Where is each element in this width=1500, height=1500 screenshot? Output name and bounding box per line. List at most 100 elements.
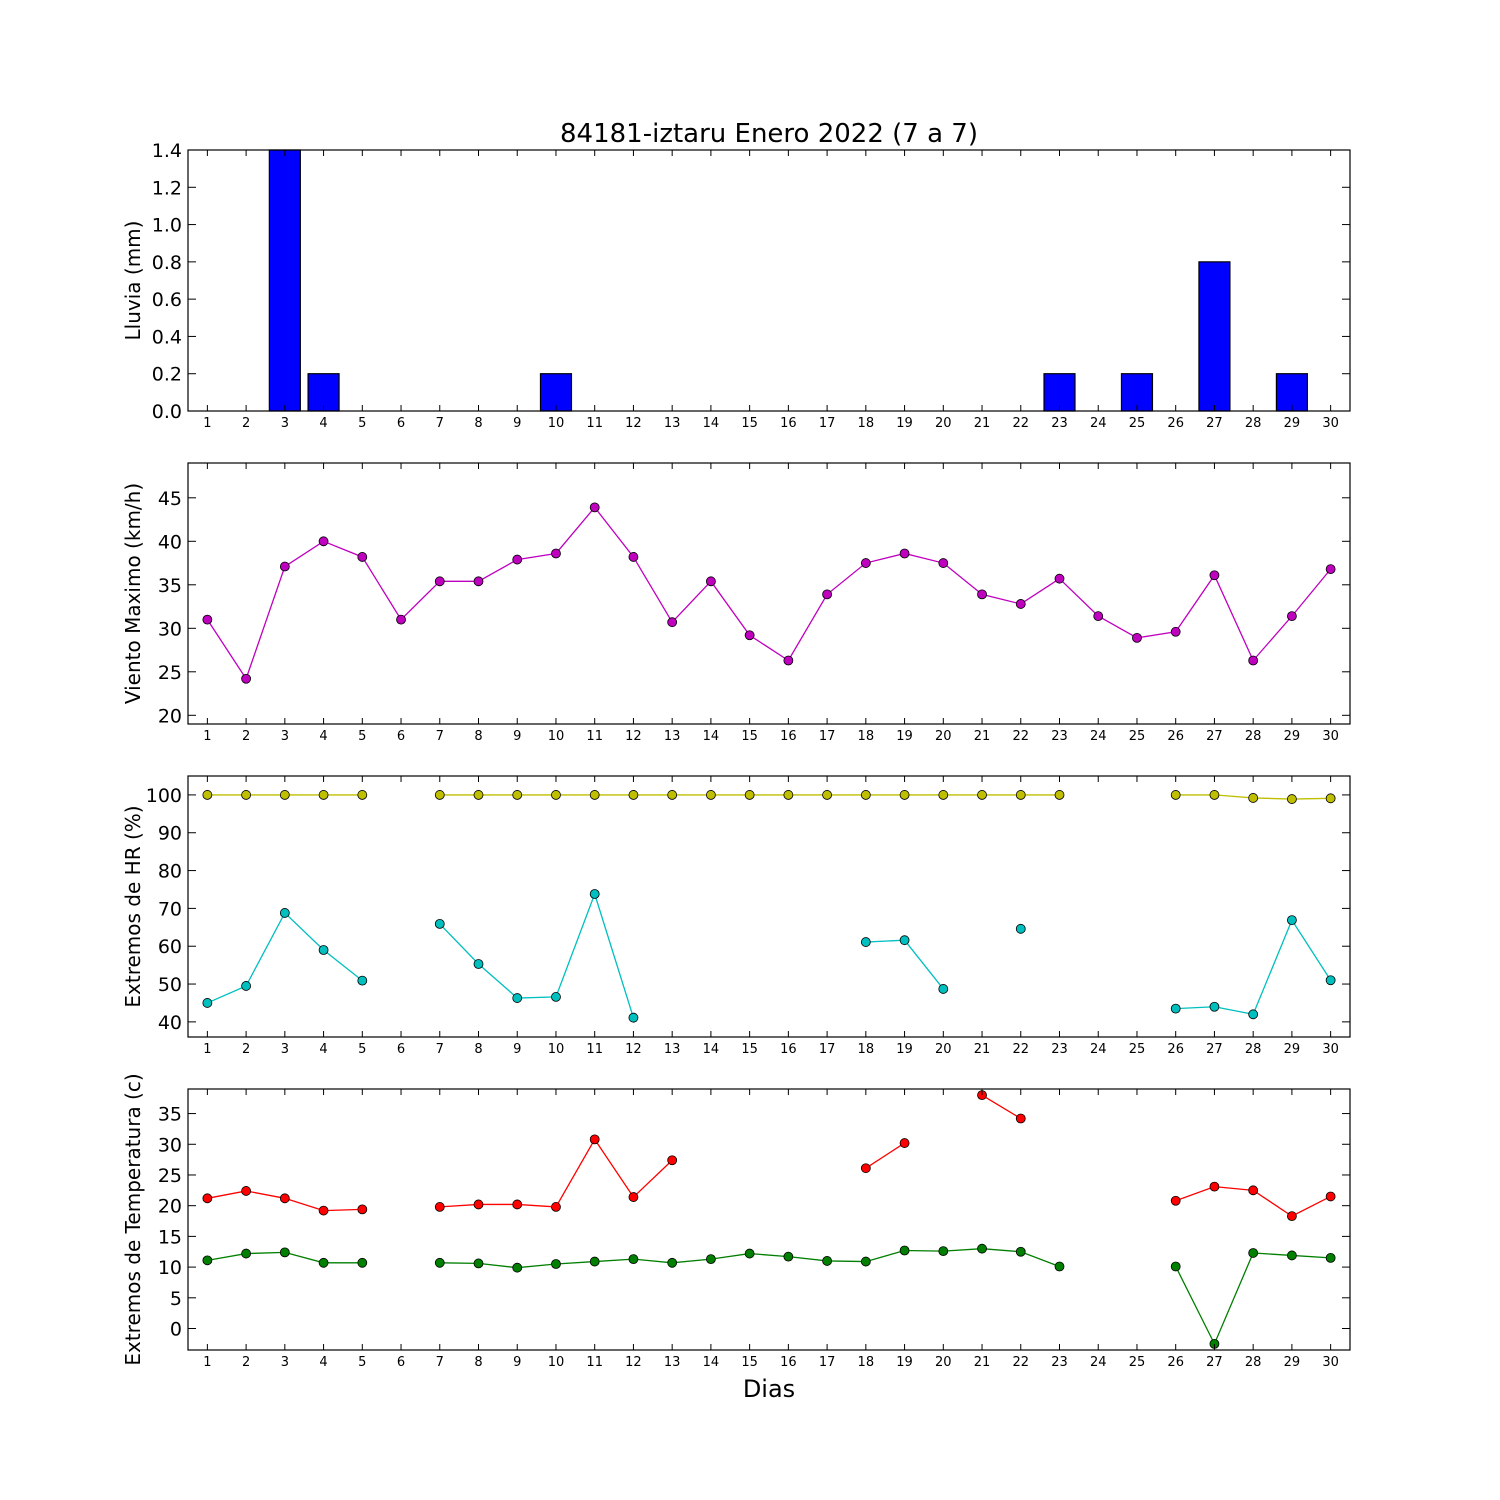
x-tick-label: 14: [703, 416, 720, 431]
x-tick-label: 11: [586, 416, 603, 431]
x-tick-label: 6: [397, 416, 405, 431]
series-1-point-day-3: [279, 790, 290, 800]
axes-frame: [187, 462, 1351, 725]
series-1-point-day-1: [202, 790, 213, 800]
x-tick-label: 22: [1012, 729, 1029, 744]
series-1-point-day-25: [1132, 632, 1142, 643]
x-tick-label: 13: [664, 416, 681, 431]
series-1-point-day-17: [822, 589, 832, 600]
x-tick-label: 2: [242, 1042, 250, 1057]
x-tick-label: 9: [513, 729, 521, 744]
series-1-point-day-2: [241, 673, 252, 684]
y-tick-label: 90: [158, 823, 182, 845]
series-1-point-day-2: [241, 790, 252, 800]
series-1-point-day-26: [1170, 1195, 1181, 1206]
x-tick-label: 18: [858, 1355, 875, 1370]
x-tick-label: 11: [586, 1042, 603, 1057]
x-tick-label: 25: [1129, 729, 1146, 744]
x-tick-label: 26: [1167, 729, 1184, 744]
series-1-point-day-28: [1248, 793, 1259, 803]
series-1-point-day-30: [1325, 1191, 1336, 1202]
series-2-point-day-7: [434, 1257, 445, 1268]
x-tick-label: 29: [1284, 416, 1301, 431]
series-2-point-day-18: [860, 937, 871, 947]
series-1-point-day-30: [1325, 564, 1336, 575]
series-2-point-day-10: [551, 992, 561, 1002]
series-1-point-day-9: [512, 790, 523, 800]
series-1-point-day-16: [783, 655, 794, 666]
x-tick-label: 20: [935, 729, 952, 744]
x-tick-label: 8: [474, 1355, 482, 1370]
series-1-point-day-21: [977, 589, 987, 600]
series-1-point-day-15: [744, 790, 755, 800]
x-tick-label: 24: [1090, 729, 1107, 744]
series-2-point-day-23: [1054, 1261, 1065, 1272]
x-tick-label: 9: [513, 1355, 521, 1370]
y-tick-label: 0.4: [152, 326, 182, 348]
y-tick-label: 60: [158, 936, 182, 958]
x-tick-label: 19: [896, 416, 913, 431]
y-tick-label: 40: [158, 531, 182, 553]
series-1-point-day-6: [396, 614, 406, 625]
x-tick-label: 16: [780, 416, 797, 431]
x-tick-label: 10: [548, 1355, 565, 1370]
x-tick-label: 2: [242, 416, 250, 431]
x-tick-label: 18: [858, 729, 875, 744]
x-tick-label: 22: [1012, 416, 1029, 431]
series-1-point-day-12: [628, 790, 639, 800]
series-2-point-day-17: [822, 1256, 832, 1266]
x-tick-label: 10: [548, 1042, 565, 1057]
series-1-point-day-1: [202, 1193, 213, 1204]
series-1-point-day-7: [434, 576, 445, 587]
series-2-point-day-15: [744, 1248, 755, 1259]
x-tick-label: 19: [896, 1355, 913, 1370]
series-1-point-day-5: [357, 1204, 368, 1215]
x-tick-label: 13: [664, 729, 681, 744]
x-tick-label: 1: [203, 1042, 211, 1057]
series-2-point-day-13: [667, 1257, 678, 1268]
series-1-point-day-27: [1209, 790, 1220, 800]
series-1-point-day-29: [1287, 611, 1297, 622]
x-tick-label: 28: [1245, 1355, 1262, 1370]
x-tick-label: 23: [1051, 416, 1068, 431]
series-2-point-day-21: [977, 1243, 987, 1254]
x-tick-label: 10: [548, 416, 565, 431]
series-2-point-day-22: [1015, 923, 1026, 934]
y-tick-label: 30: [158, 618, 182, 640]
series-1-point-day-8: [473, 1199, 484, 1210]
x-tick-label: 3: [281, 729, 289, 744]
series-2-point-day-12: [628, 1254, 639, 1265]
series-2-point-day-11: [589, 889, 600, 899]
y-tick-label: 1.0: [152, 215, 182, 237]
x-tick-label: 30: [1322, 729, 1339, 744]
series-1-point-day-19: [899, 790, 910, 800]
x-tick-label: 14: [703, 729, 720, 744]
x-tick-label: 6: [397, 729, 405, 744]
series-2-point-day-29: [1287, 915, 1297, 926]
series-2-line-1: [207, 911, 363, 1004]
y-tick-label: 1.4: [152, 140, 182, 162]
x-tick-label: 5: [358, 1042, 366, 1057]
series-2-point-day-19: [899, 935, 910, 946]
series-1-point-day-10: [551, 1202, 561, 1212]
series-1-point-day-4: [318, 1205, 329, 1216]
series-2-point-day-26: [1170, 1003, 1181, 1014]
series-2-point-day-19: [899, 1245, 910, 1256]
series-1-point-day-28: [1248, 1185, 1259, 1196]
series-1-point-day-22: [1015, 1113, 1026, 1124]
series-2-point-day-4: [318, 945, 329, 955]
bar-day-3: [268, 149, 301, 412]
x-tick-label: 10: [548, 729, 565, 744]
x-tick-label: 29: [1284, 729, 1301, 744]
x-tick-label: 28: [1245, 1042, 1262, 1057]
x-tick-label: 30: [1322, 1355, 1339, 1370]
x-tick-label: 17: [819, 729, 836, 744]
x-tick-label: 5: [358, 416, 366, 431]
x-tick-label: 27: [1206, 416, 1223, 431]
axes-frame: [187, 1088, 1351, 1351]
x-tick-label: 12: [625, 1042, 642, 1057]
series-1-point-day-19: [899, 548, 910, 559]
